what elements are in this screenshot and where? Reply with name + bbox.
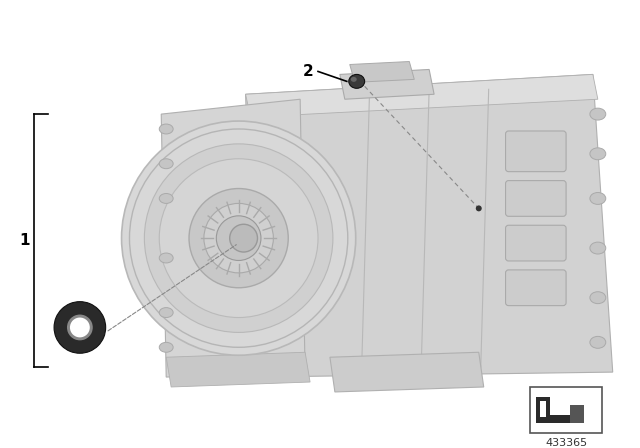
Ellipse shape [145, 144, 333, 332]
Ellipse shape [122, 121, 356, 355]
Polygon shape [330, 352, 484, 392]
Ellipse shape [590, 148, 606, 160]
Ellipse shape [216, 216, 261, 260]
Text: 433365: 433365 [545, 438, 587, 448]
Polygon shape [350, 61, 414, 82]
FancyBboxPatch shape [506, 181, 566, 216]
FancyBboxPatch shape [506, 131, 566, 172]
Ellipse shape [159, 308, 173, 318]
Bar [570, 405, 584, 423]
Ellipse shape [590, 242, 606, 254]
Ellipse shape [351, 77, 356, 82]
Ellipse shape [590, 193, 606, 204]
Polygon shape [166, 352, 310, 387]
FancyBboxPatch shape [506, 270, 566, 306]
Text: 1: 1 [19, 233, 29, 248]
Ellipse shape [159, 124, 173, 134]
Bar [531, 387, 602, 433]
Ellipse shape [590, 336, 606, 348]
Bar [536, 397, 550, 421]
Polygon shape [246, 74, 612, 377]
Ellipse shape [590, 108, 606, 120]
Ellipse shape [230, 224, 257, 252]
Bar [540, 401, 546, 417]
Ellipse shape [159, 159, 318, 318]
FancyBboxPatch shape [506, 225, 566, 261]
Polygon shape [246, 74, 598, 117]
Ellipse shape [70, 318, 90, 337]
Ellipse shape [590, 292, 606, 304]
Ellipse shape [159, 159, 173, 169]
Ellipse shape [159, 342, 173, 352]
Polygon shape [161, 99, 305, 377]
Bar [536, 415, 584, 423]
Text: 2: 2 [303, 64, 314, 79]
Ellipse shape [159, 253, 173, 263]
Polygon shape [340, 69, 434, 99]
Ellipse shape [204, 203, 273, 273]
Ellipse shape [159, 194, 173, 203]
Ellipse shape [476, 205, 482, 211]
Ellipse shape [349, 74, 365, 88]
Ellipse shape [189, 189, 288, 288]
Ellipse shape [64, 311, 96, 343]
